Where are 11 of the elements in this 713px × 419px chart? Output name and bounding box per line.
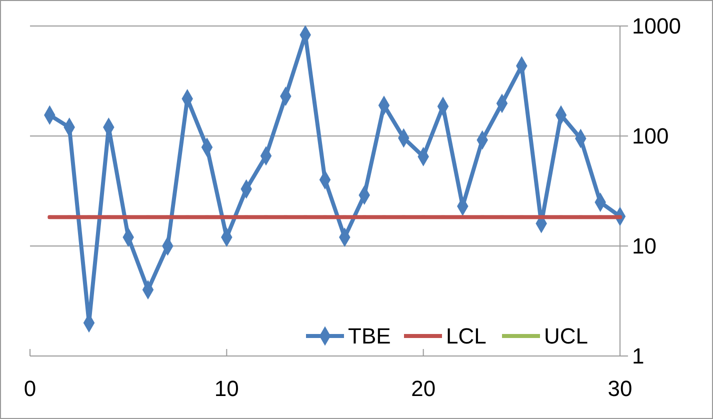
y-tick-label: 1	[632, 344, 644, 369]
y-tick-label: 1000	[632, 14, 681, 39]
legend-label: UCL	[544, 324, 588, 349]
legend-label: LCL	[446, 324, 486, 349]
x-tick-label: 20	[411, 376, 436, 401]
y-tick-label: 10	[632, 234, 656, 259]
legend-label: TBE	[348, 324, 391, 349]
x-tick-label: 0	[24, 376, 36, 401]
x-tick-label: 10	[214, 376, 239, 401]
y-tick-label: 100	[632, 124, 669, 149]
x-tick-label: 30	[608, 376, 632, 401]
